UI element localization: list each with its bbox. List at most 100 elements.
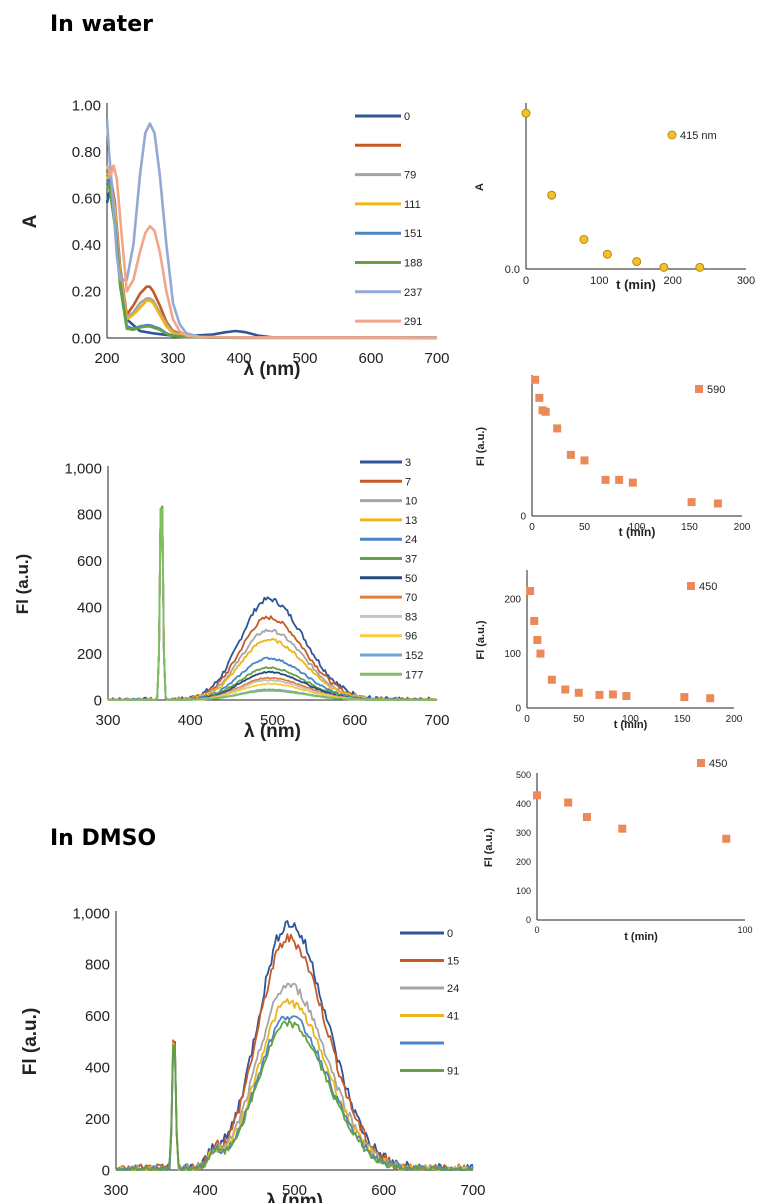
- dmso-kinetics-chart: 0 100 0 100 200 300 400 500 t (min) Fl (a.u.) 450: [483, 758, 753, 943]
- y-tick-label: 0: [515, 704, 521, 715]
- x-tick-label: 50: [579, 522, 591, 533]
- legend-label: 177: [405, 669, 423, 681]
- x-tick-label: 300: [95, 712, 120, 729]
- y-axis-label: Fl (a.u.): [20, 1008, 41, 1076]
- x-tick-label: 150: [681, 522, 698, 533]
- data-point: [521, 108, 531, 118]
- x-axis-label: λ (nm): [244, 359, 301, 380]
- x-axis-label: t (min): [619, 525, 656, 539]
- data-point: [602, 249, 612, 259]
- data-point: [618, 824, 627, 833]
- data-point: [713, 499, 722, 508]
- data-point: [595, 690, 604, 699]
- legend-label: 111: [404, 199, 421, 211]
- x-tick-label: 200: [663, 275, 681, 287]
- data-point: [601, 475, 610, 484]
- x-tick-label: 0: [534, 925, 539, 935]
- x-tick-label: 600: [358, 350, 383, 367]
- legend-label: 415 nm: [680, 130, 717, 142]
- x-axis-label: λ (nm): [244, 721, 301, 742]
- fluorescence-water-chart: 300 400 500 600 700 0 200 400 600 800 1,000 λ (nm) F…: [13, 457, 450, 742]
- legend-label: 237: [404, 287, 422, 299]
- legend-label: 7: [405, 476, 411, 488]
- data-point: [564, 798, 573, 807]
- x-axis-label: λ (nm): [266, 1191, 323, 1203]
- legend-label: 41: [447, 1011, 459, 1023]
- data-point: [579, 234, 589, 244]
- x-tick-label: 300: [103, 1182, 128, 1199]
- data-point: [541, 407, 550, 416]
- y-tick-label: 0.00: [72, 330, 101, 347]
- data-point: [628, 478, 637, 487]
- legend-marker: [695, 385, 703, 393]
- legend-marker: [687, 582, 695, 590]
- series-line: [106, 166, 438, 340]
- y-axis-label: Fl (a.u.): [475, 620, 487, 659]
- legend-label: 450: [709, 758, 727, 770]
- y-tick-label: 0.20: [72, 284, 101, 301]
- y-axis-label: A: [20, 214, 41, 228]
- legend-label: 83: [405, 611, 417, 623]
- x-axis-label: t (min): [624, 931, 658, 943]
- x-tick-label: 700: [424, 712, 449, 729]
- x-tick-label: 500: [282, 1182, 307, 1199]
- legend-label: 13: [405, 515, 417, 527]
- x-axis-label: t (min): [614, 719, 648, 731]
- data-point: [582, 813, 591, 822]
- data-point: [566, 450, 575, 459]
- x-tick-label: 200: [734, 522, 751, 533]
- series-line: [105, 118, 438, 340]
- legend-label: 590: [707, 384, 725, 396]
- legend-label: 96: [405, 631, 417, 643]
- data-point: [547, 675, 556, 684]
- data-point: [553, 424, 562, 433]
- data-point: [547, 190, 557, 200]
- legend-label: 0: [404, 111, 410, 123]
- data-point: [531, 375, 540, 384]
- y-tick-label: 0.80: [72, 144, 101, 161]
- absorbance-spectra-chart: 200 300 400 500 600 700 0.00 0.20 0.40 0.60 0.80 1.…: [20, 97, 450, 380]
- data-point: [659, 262, 669, 272]
- y-tick-label: 200: [504, 595, 521, 606]
- data-point: [533, 791, 541, 800]
- data-point: [536, 649, 545, 658]
- x-tick-label: 200: [726, 714, 743, 725]
- series-line: [106, 171, 438, 340]
- x-tick-label: 0: [523, 275, 529, 287]
- section-title-dmso: In DMSO: [50, 826, 157, 851]
- section-title-water: In water: [50, 12, 153, 37]
- data-point: [695, 262, 705, 272]
- x-tick-label: 500: [260, 712, 285, 729]
- data-point: [561, 685, 570, 694]
- data-point: [535, 393, 544, 402]
- data-point: [706, 694, 715, 703]
- legend-label: 3: [405, 457, 411, 469]
- x-tick-label: 100: [622, 714, 639, 725]
- y-tick-label: 1.00: [72, 97, 101, 114]
- legend-label: 152: [405, 650, 423, 662]
- legend-label: 15: [447, 956, 459, 968]
- y-tick-label: 400: [516, 799, 531, 809]
- legend-label: 291: [404, 316, 422, 328]
- x-tick-label: 600: [371, 1182, 396, 1199]
- series-line: [115, 982, 474, 1171]
- x-tick-label: 0: [524, 714, 530, 725]
- y-tick-label: 800: [77, 507, 102, 524]
- data-point: [574, 688, 583, 697]
- fluorescence-450-kinetics-chart: 0 50 100 150 200 0 100 200 t (min) Fl (a.u.) 450: [475, 570, 743, 731]
- series-line: [116, 933, 473, 1171]
- y-tick-label: 0: [102, 1162, 110, 1179]
- series-line: [107, 507, 437, 701]
- fluorescence-dmso-chart: 300 400 500 600 700 0 200 400 600 800 1,000 λ (nm) F…: [20, 905, 486, 1203]
- y-tick-label: 800: [85, 957, 110, 974]
- data-point: [632, 257, 642, 267]
- y-axis-label: Fl (a.u.): [483, 828, 495, 867]
- legend-label: 91: [447, 1066, 459, 1078]
- y-tick-label: 600: [77, 553, 102, 570]
- y-tick-label: 500: [516, 770, 531, 780]
- data-point: [680, 693, 689, 702]
- series-line: [107, 508, 437, 701]
- x-tick-label: 200: [94, 350, 119, 367]
- y-tick-label: 0.40: [72, 237, 101, 254]
